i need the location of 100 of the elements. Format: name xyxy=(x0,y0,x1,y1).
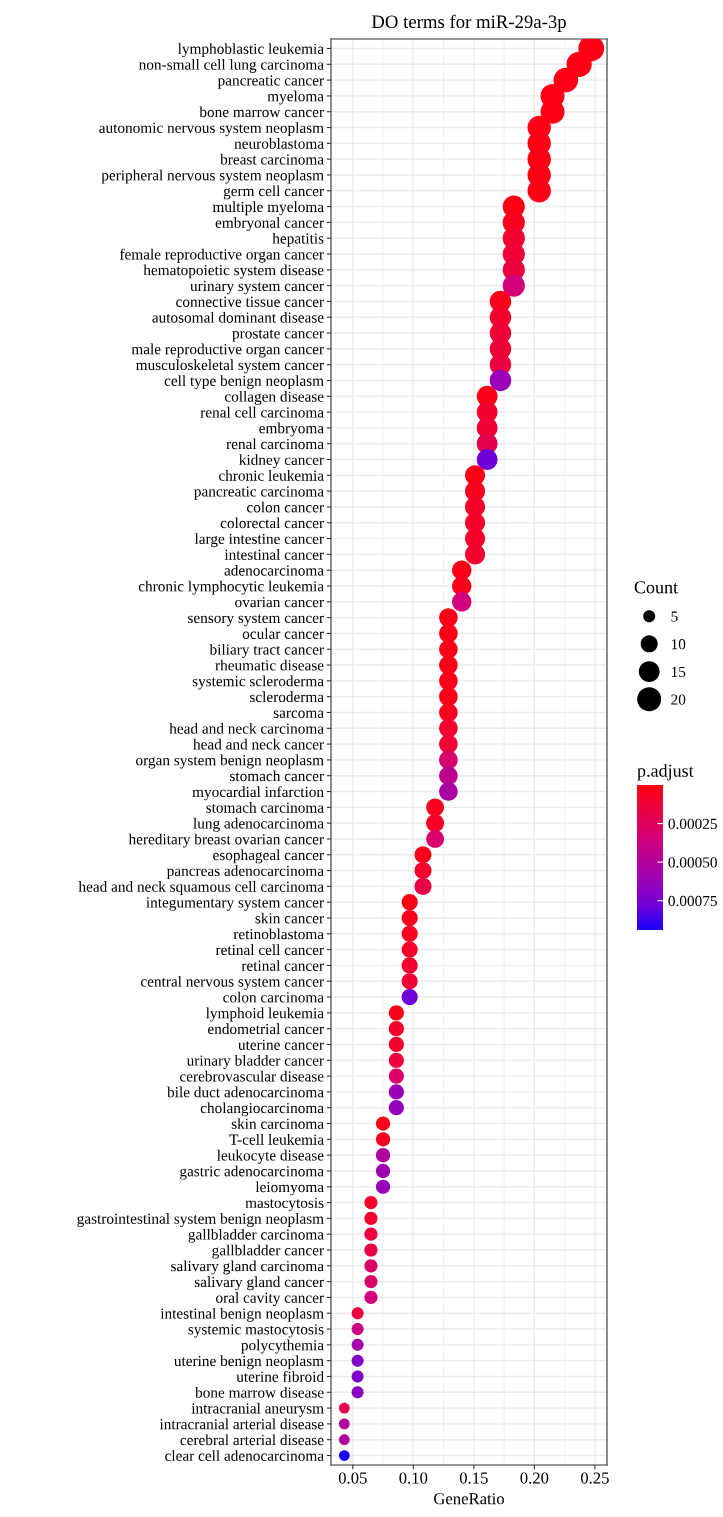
y-tick-label: retinal cancer xyxy=(241,960,324,971)
y-tick-label: embryonal cancer xyxy=(215,217,324,231)
y-tick-label: polycythemia xyxy=(241,1339,324,1354)
y-tick-label: cell type benign neoplasm xyxy=(164,375,324,390)
x-tick-label: 0.05 xyxy=(338,1472,367,1484)
y-tick-label: sensory system cancer xyxy=(188,614,324,627)
y-tick-label: pancreatic cancer xyxy=(217,75,324,89)
y-tick-label: female reproductive organ cancer xyxy=(119,248,324,263)
y-tick-label: gastrointestinal system benign neoplasm xyxy=(77,1213,324,1227)
y-tick-label: breast carcinoma xyxy=(220,153,324,165)
y-tick-label: T-cell leukemia xyxy=(229,1134,324,1145)
y-tick-label: gallbladder cancer xyxy=(212,1244,324,1259)
color-bar-title: p.adjust xyxy=(637,764,694,781)
y-tick-label: oral cavity cancer xyxy=(216,1292,324,1307)
y-tick-label: lymphoblastic leukemia xyxy=(177,43,324,58)
legend-label: 20 xyxy=(671,694,686,705)
y-tick-label: myeloma xyxy=(267,90,324,105)
y-tick-label: hematopoietic system disease xyxy=(143,264,324,279)
y-tick-label: large intestine cancer xyxy=(194,533,324,548)
y-tick-label: hereditary breast ovarian cancer xyxy=(128,833,324,848)
y-tick-label: chronic lymphocytic leukemia xyxy=(138,580,324,595)
y-tick-label: embryoma xyxy=(259,422,324,437)
y-tick-label: integumentary system cancer xyxy=(146,897,324,911)
legend-label: 15 xyxy=(671,666,686,678)
x-tick-label: 0.25 xyxy=(580,1472,609,1484)
y-tick-label: retinal cell cancer xyxy=(215,944,324,956)
color-bar-label: 0.00050 xyxy=(668,857,717,868)
y-tick-label: autonomic nervous system neoplasm xyxy=(99,122,324,137)
y-tick-label: peripheral nervous system neoplasm xyxy=(101,169,324,184)
y-tick-label: uterine fibroid xyxy=(236,1371,324,1382)
color-bar-label: 0.00025 xyxy=(668,818,717,830)
y-tick-label: systemic mastocytosis xyxy=(188,1324,324,1338)
legend-title: Count xyxy=(634,581,678,594)
y-tick-label: non-small cell lung carcinoma xyxy=(139,58,324,73)
y-tick-label: bone marrow disease xyxy=(195,1386,324,1398)
y-tick-label: hepatitis xyxy=(272,232,324,247)
y-tick-label: leiomyoma xyxy=(255,1181,324,1196)
color-bar-label: 0.00075 xyxy=(668,895,717,907)
y-tick-label: cerebrovascular disease xyxy=(180,1070,324,1082)
y-tick-label: uterine benign neoplasm xyxy=(174,1355,324,1370)
y-tick-label: myocardial infarction xyxy=(192,786,324,801)
y-tick-label: lung adenocarcinoma xyxy=(193,817,324,832)
y-tick-label: central nervous system cancer xyxy=(140,975,324,990)
y-tick-label: kidney cancer xyxy=(239,454,324,469)
y-tick-label: uterine cancer xyxy=(238,1039,324,1050)
y-tick-label: ocular cancer xyxy=(242,628,324,639)
y-tick-label: neuroblastoma xyxy=(234,138,324,149)
chart-title: DO terms for miR-29a-3p xyxy=(371,14,566,32)
y-tick-label: renal carcinoma xyxy=(226,438,324,450)
y-tick-label: rheumatic disease xyxy=(215,659,324,671)
y-tick-label: sarcoma xyxy=(273,710,324,718)
y-tick-label: head and neck carcinoma xyxy=(169,722,324,734)
y-tick-label: salivary gland carcinoma xyxy=(171,1260,324,1275)
x-tick-label: 0.20 xyxy=(520,1472,549,1484)
x-tick-label: 0.15 xyxy=(459,1472,488,1484)
y-tick-label: ovarian cancer xyxy=(235,597,324,608)
y-tick-label: colon carcinoma xyxy=(223,991,324,1003)
y-tick-label: intracranial arterial disease xyxy=(159,1418,324,1430)
y-tick-label: retinoblastoma xyxy=(233,928,324,940)
y-tick-label: multiple myeloma xyxy=(212,201,324,216)
y-tick-label: organ system benign neoplasm xyxy=(136,754,324,769)
y-tick-label: adenocarcinoma xyxy=(224,564,324,576)
y-tick-label: collagen disease xyxy=(224,390,324,405)
y-tick-label: intracranial aneurysm xyxy=(191,1402,324,1417)
x-tick-label: 0.10 xyxy=(399,1472,428,1484)
y-tick-label: pancreatic carcinoma xyxy=(194,486,324,500)
y-tick-label: systemic scleroderma xyxy=(192,675,324,690)
y-tick-label: biliary tract cancer xyxy=(209,643,324,658)
legend-label: 10 xyxy=(671,639,686,650)
y-tick-label: skin cancer xyxy=(255,912,324,924)
y-tick-label: bone marrow cancer xyxy=(199,106,324,118)
y-tick-label: lymphoid leukemia xyxy=(205,1007,324,1022)
y-tick-label: urinary system cancer xyxy=(190,280,324,295)
y-tick-label: bile duct adenocarcinoma xyxy=(167,1086,324,1098)
y-tick-label: head and neck cancer xyxy=(193,738,324,750)
y-tick-label: stomach carcinoma xyxy=(206,802,324,813)
y-tick-label: gastric adenocarcinoma xyxy=(180,1165,324,1180)
y-tick-label: cholangiocarcinoma xyxy=(200,1102,324,1117)
y-tick-label: connective tissue cancer xyxy=(176,296,324,307)
y-tick-label: mastocytosis xyxy=(245,1197,324,1212)
y-tick-label: gallbladder carcinoma xyxy=(188,1228,324,1243)
y-tick-label: male reproductive organ cancer xyxy=(131,343,324,358)
y-tick-label: skin carcinoma xyxy=(231,1118,324,1129)
y-tick-label: clear cell adenocarcinoma xyxy=(165,1450,324,1461)
y-tick-label: head and neck squamous cell carcinoma xyxy=(78,881,324,895)
y-tick-label: autosomal dominant disease xyxy=(152,311,324,323)
y-tick-label: endometrial cancer xyxy=(208,1023,324,1035)
y-tick-label: pancreas adenocarcinoma xyxy=(166,865,324,880)
y-tick-label: leukocyte disease xyxy=(217,1149,324,1164)
y-tick-label: salivary gland cancer xyxy=(194,1276,324,1291)
x-axis-title: GeneRatio xyxy=(434,1493,504,1505)
y-tick-label: musculoskeletal system cancer xyxy=(136,359,324,374)
y-tick-label: stomach cancer xyxy=(230,770,324,782)
y-tick-label: prostate cancer xyxy=(232,329,324,342)
y-tick-label: urinary bladder cancer xyxy=(186,1054,324,1069)
y-tick-label: esophageal cancer xyxy=(213,849,324,864)
y-tick-label: chronic leukemia xyxy=(219,470,324,481)
y-tick-label: colon cancer xyxy=(247,501,324,513)
legend-label: 5 xyxy=(671,611,678,622)
y-tick-label: cerebral arterial disease xyxy=(180,1434,324,1446)
